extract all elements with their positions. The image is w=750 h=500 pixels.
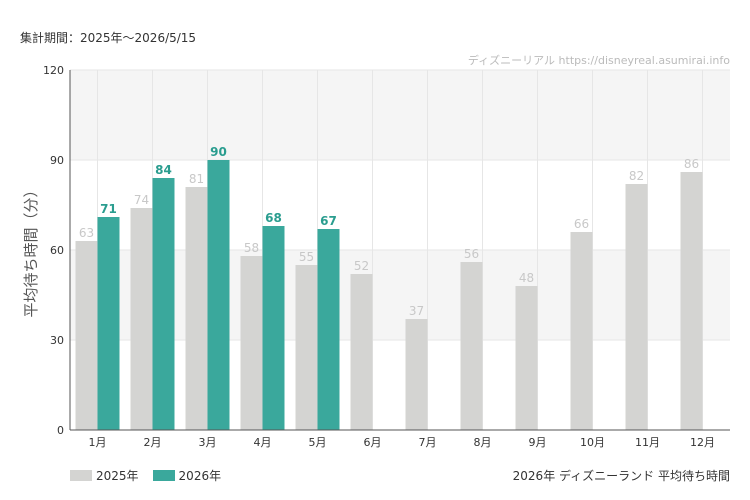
data-label: 84 [155,163,172,177]
x-tick-label: 7月 [419,436,437,449]
bar-2025年-10月 [570,232,593,430]
axes [69,70,730,431]
x-tick-label: 9月 [529,436,547,449]
y-axis-ticks: 0 30 60 90 120 [43,64,64,437]
bar-2025年-11月 [625,184,648,430]
legend-label-2026: 2026年 [178,469,222,483]
data-label: 74 [134,193,149,207]
bar-2025年-6月 [350,274,373,430]
bar-2025年-5月 [295,265,318,430]
legend-swatch-2025 [70,470,92,481]
x-tick-label: 11月 [635,436,660,449]
data-label: 67 [320,214,337,228]
y-tick-label: 120 [43,64,64,77]
data-label: 90 [210,145,227,159]
chart-caption: 2026年 ディズニーランド 平均待ち時間 [512,469,730,483]
y-axis-label: 平均待ち時間（分） [22,182,40,317]
bars [75,160,703,430]
legend: 2025年 2026年 [70,467,235,484]
data-label: 56 [464,247,479,261]
data-label: 48 [519,271,534,285]
bar-2026年-2月 [152,178,175,430]
background-band [70,250,730,340]
data-label: 52 [354,259,369,273]
x-tick-label: 3月 [199,436,217,449]
legend-swatch-2026 [152,470,175,481]
x-axis-ticks: 1月 2月 3月 4月 5月 6月 7月 8月 9月 10月 11月 12月 [89,436,716,449]
bar-2025年-7月 [405,319,428,430]
data-label: 37 [409,304,424,318]
legend-item-2026[interactable]: 2026年 [152,467,222,484]
bar-2025年-3月 [185,187,208,430]
x-tick-label: 12月 [690,436,715,449]
bar-2026年-3月 [207,160,230,430]
data-label: 55 [299,250,314,264]
bar-2025年-8月 [460,262,483,430]
background-bands [70,70,730,340]
x-tick-label: 1月 [89,436,107,449]
bar-2025年-12月 [680,172,703,430]
bar-2025年-1月 [75,241,98,430]
background-band [70,70,730,160]
legend-item-2025[interactable]: 2025年 [70,467,139,484]
bar-2026年-1月 [97,217,120,430]
watermark: ディズニーリアル https://disneyreal.asumirai.inf… [468,53,730,67]
period-label: 集計期間：2025年〜2026/5/15 [20,31,197,45]
y-tick-label: 0 [57,424,64,437]
x-tick-label: 8月 [474,436,492,449]
bar-2025年-2月 [130,208,153,430]
data-labels: 63 74 81 58 55 52 37 56 48 66 82 86 71 84 90 68 67 [79,145,699,318]
bar-2025年-4月 [240,256,263,430]
bar-2026年-4月 [262,226,285,430]
bar-2025年-9月 [515,286,538,430]
x-tick-label: 6月 [364,436,382,449]
data-label: 63 [79,226,94,240]
data-label: 68 [265,211,282,225]
data-label: 66 [574,217,589,231]
y-tick-label: 90 [50,154,64,167]
horizontal-gridlines [70,69,730,341]
data-label: 71 [100,202,117,216]
data-label: 81 [189,172,204,186]
data-label: 86 [684,157,699,171]
legend-label-2025: 2025年 [96,469,139,483]
x-tick-label: 10月 [580,436,605,449]
x-tick-label: 4月 [254,436,272,449]
x-tick-label: 2月 [144,436,162,449]
x-tick-label: 5月 [309,436,327,449]
bar-2026年-5月 [317,229,340,430]
data-label: 58 [244,241,259,255]
data-label: 82 [629,169,644,183]
y-tick-label: 60 [50,244,64,257]
y-tick-label: 30 [50,334,64,347]
